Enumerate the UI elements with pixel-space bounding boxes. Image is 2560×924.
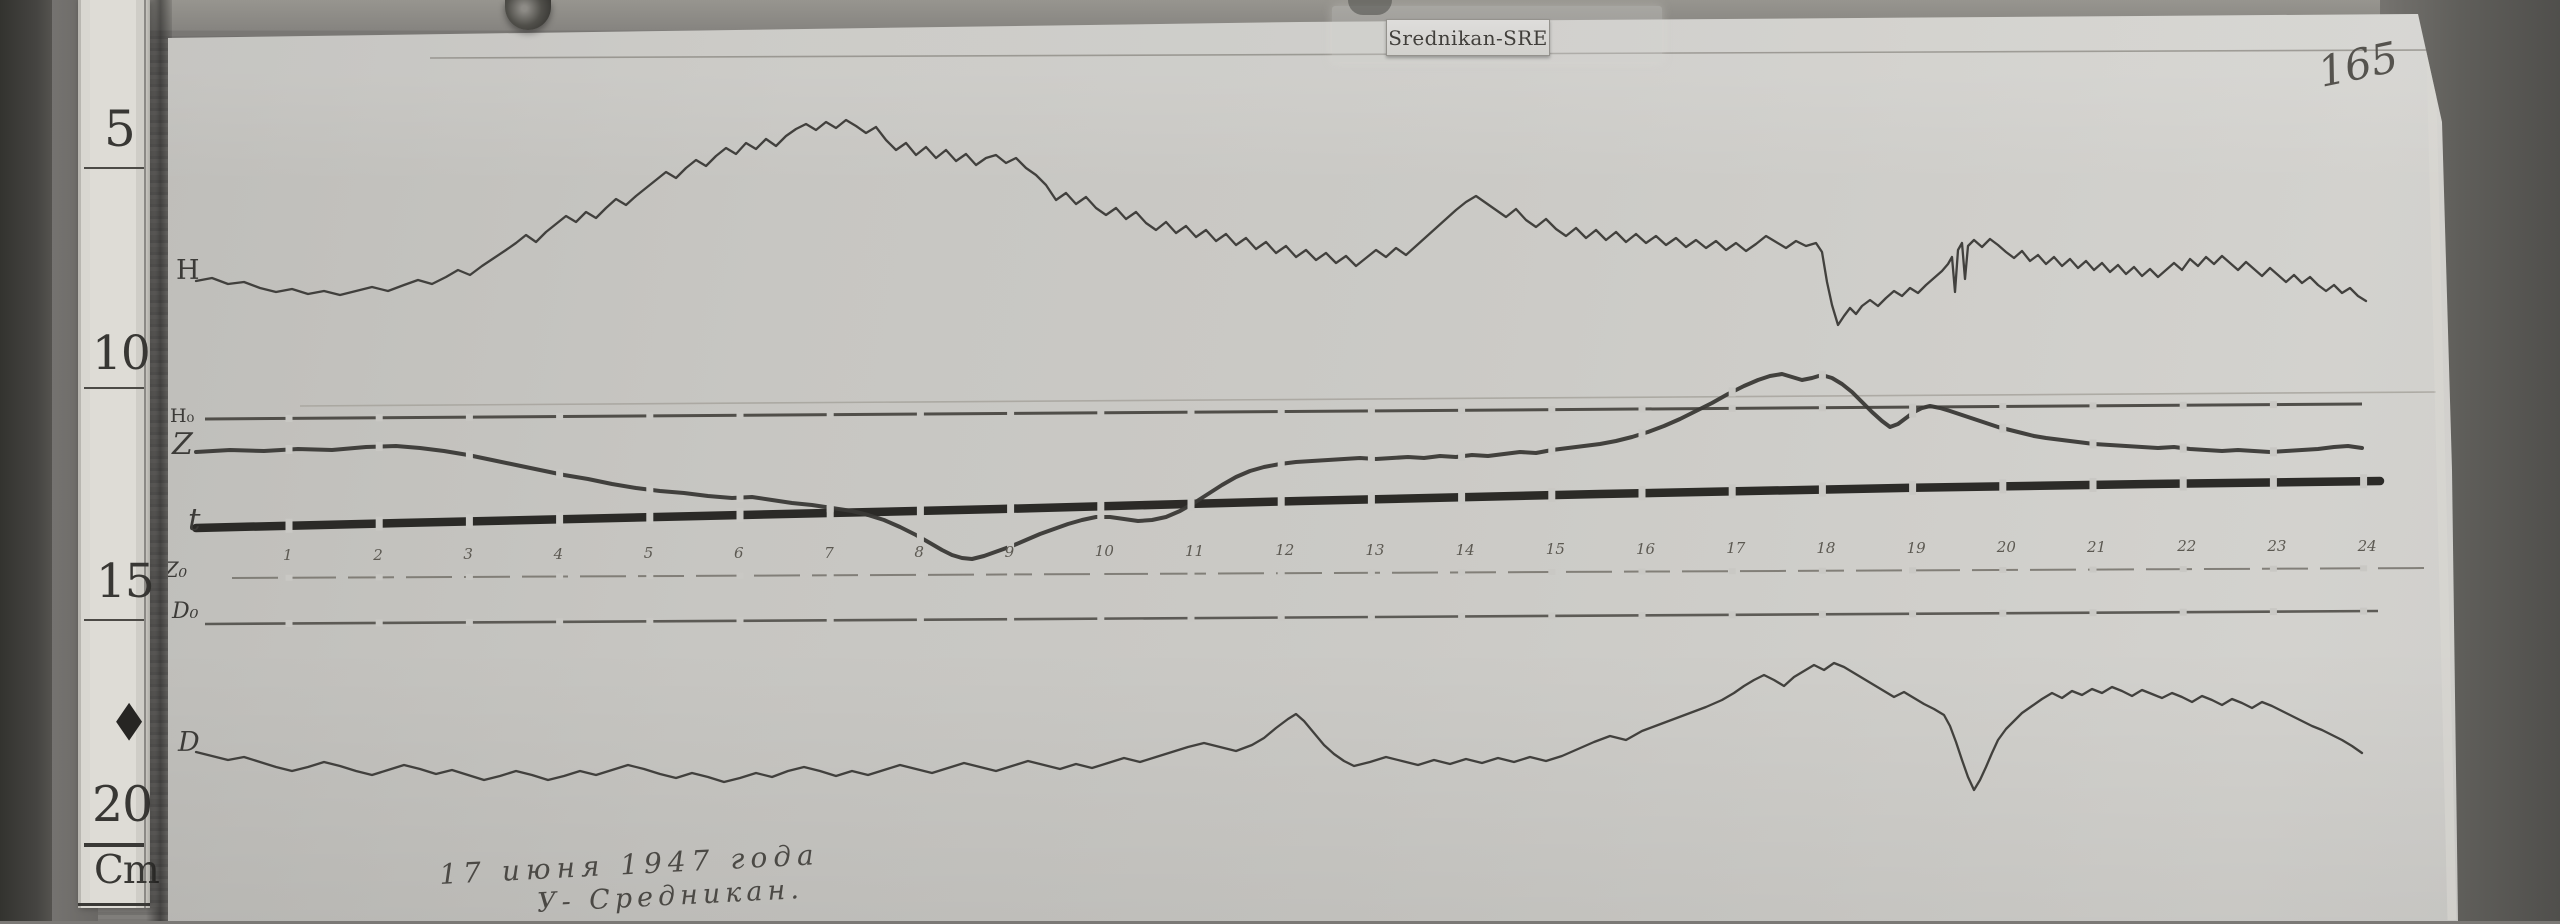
- push-pin-icon: [1348, 0, 1392, 15]
- trace-label-d: D: [178, 727, 200, 758]
- hour-numeral: 3: [463, 545, 473, 564]
- trace-label-z0: Z₀: [164, 558, 188, 582]
- wood-left-dark-edge: [0, 0, 52, 921]
- ruler-unit-label: Cm: [94, 848, 160, 893]
- ruler-mark-20: 20: [92, 776, 153, 833]
- hour-numeral: 18: [1816, 539, 1836, 558]
- trace-label-h0: H₀: [170, 405, 195, 427]
- hour-numeral: 4: [553, 544, 564, 563]
- hour-numeral: 13: [1365, 541, 1385, 560]
- hour-numeral: 7: [824, 543, 834, 562]
- hour-numeral: 12: [1275, 541, 1295, 560]
- ruler-mark-10: 10: [92, 326, 151, 381]
- trace-label-z: Z: [172, 427, 193, 462]
- ruler-mark-15: 15: [96, 554, 155, 609]
- hour-numeral: 5: [643, 544, 654, 563]
- hour-numeral: 23: [2267, 536, 2287, 555]
- ruler-tick: [84, 387, 144, 389]
- cm-ruler: 5 10 15 20 ◆ Cm: [78, 0, 160, 908]
- hour-numeral: 11: [1185, 541, 1205, 560]
- hour-numeral: 20: [1996, 538, 2016, 557]
- station-label-text: Srednikan-SRE: [1388, 25, 1548, 50]
- hour-numeral: 21: [2087, 537, 2107, 556]
- station-label-plate: Srednikan-SRE: [1386, 19, 1550, 56]
- hour-numeral: 15: [1545, 540, 1565, 559]
- ruler-paper-shadow: [146, 0, 172, 921]
- hour-numeral: 1: [283, 546, 293, 564]
- hour-numeral: 14: [1455, 540, 1475, 559]
- ruler-tick: [84, 843, 144, 847]
- hour-numeral: 24: [2357, 536, 2377, 555]
- ruler-end-line: [78, 903, 150, 906]
- trace-label-t: t: [188, 502, 201, 538]
- hour-numeral: 17: [1726, 539, 1746, 558]
- ruler-tick: [84, 619, 144, 621]
- ruler-diamond-icon: ◆: [116, 689, 142, 748]
- hour-numeral: 10: [1094, 542, 1114, 561]
- hour-numeral: 19: [1906, 538, 1926, 557]
- trace-label-h: H: [176, 255, 200, 286]
- hour-numeral: 16: [1636, 539, 1656, 558]
- hour-numeral: 22: [2177, 537, 2197, 556]
- trace-label-d0: D₀: [172, 599, 199, 624]
- ruler-tick: [84, 167, 144, 169]
- hour-numeral: 6: [734, 543, 744, 562]
- hour-numeral: 2: [373, 545, 383, 564]
- hour-numeral: 8: [914, 543, 924, 562]
- ruler-mark-5: 5: [104, 100, 136, 158]
- hour-numeral: 9: [1004, 542, 1015, 561]
